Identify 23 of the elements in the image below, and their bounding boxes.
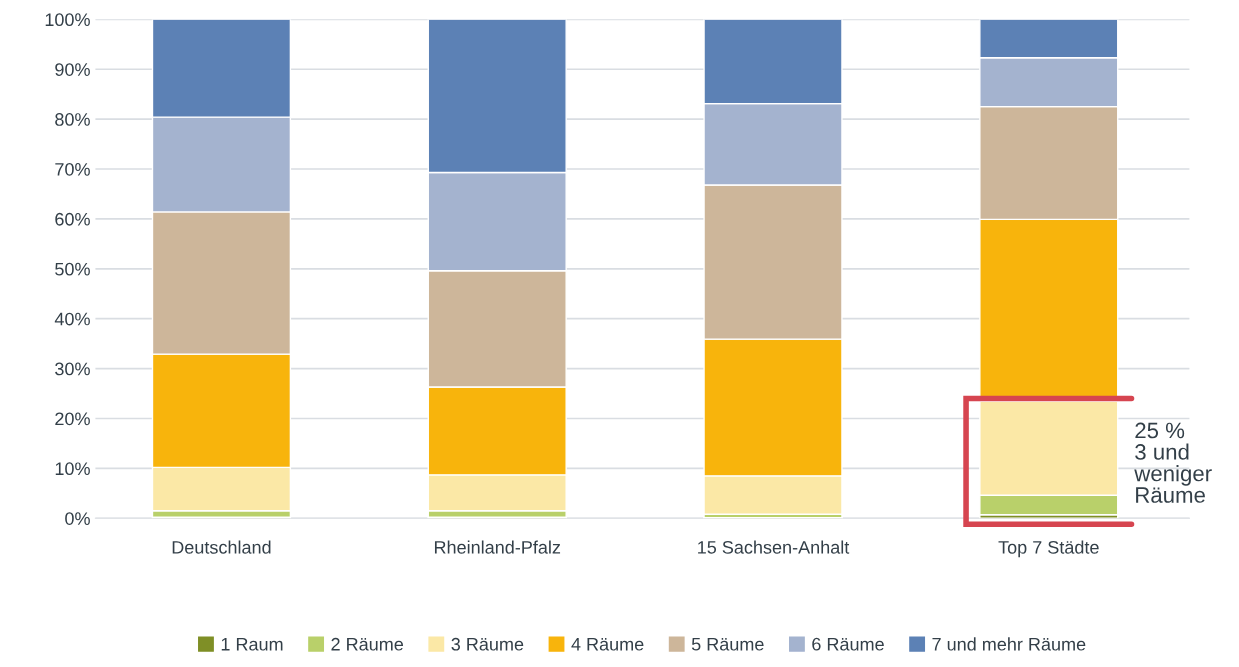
legend-label: 6 Räume (812, 637, 884, 651)
y-tick-label: 80% (55, 113, 90, 126)
legend-label: 4 Räume (571, 638, 644, 651)
x-tick-label: Top 7 Städte (998, 540, 1099, 558)
legend-label: 3 Räume (451, 637, 524, 651)
y-tick-label: 90% (55, 63, 90, 76)
y-tick-label: 10% (55, 462, 90, 476)
y-tick-label: 70% (55, 162, 90, 176)
legend-label: 1 Raum (221, 638, 283, 651)
y-tick-label: 0% (65, 512, 90, 525)
legend-label: 7 und mehr Räume (932, 637, 1086, 651)
y-tick-label: 60% (55, 212, 90, 226)
legend-label: 5 Räume (691, 638, 764, 651)
annotation: 25 % 3 und weniger Räume (1134, 422, 1212, 503)
legend-label: 2 Räume (331, 637, 404, 651)
y-tick-label: 20% (55, 412, 90, 426)
x-tick-label: Rheinland-Pfalz (434, 540, 561, 554)
x-tick-label: 15 Sachsen-Anhalt (698, 540, 850, 554)
y-tick-label: 100% (45, 13, 90, 27)
x-tick-label: Deutschland (172, 540, 271, 554)
y-tick-label: 40% (54, 312, 90, 326)
y-tick-label: 50% (55, 262, 90, 276)
y-tick-label: 30% (55, 362, 90, 376)
